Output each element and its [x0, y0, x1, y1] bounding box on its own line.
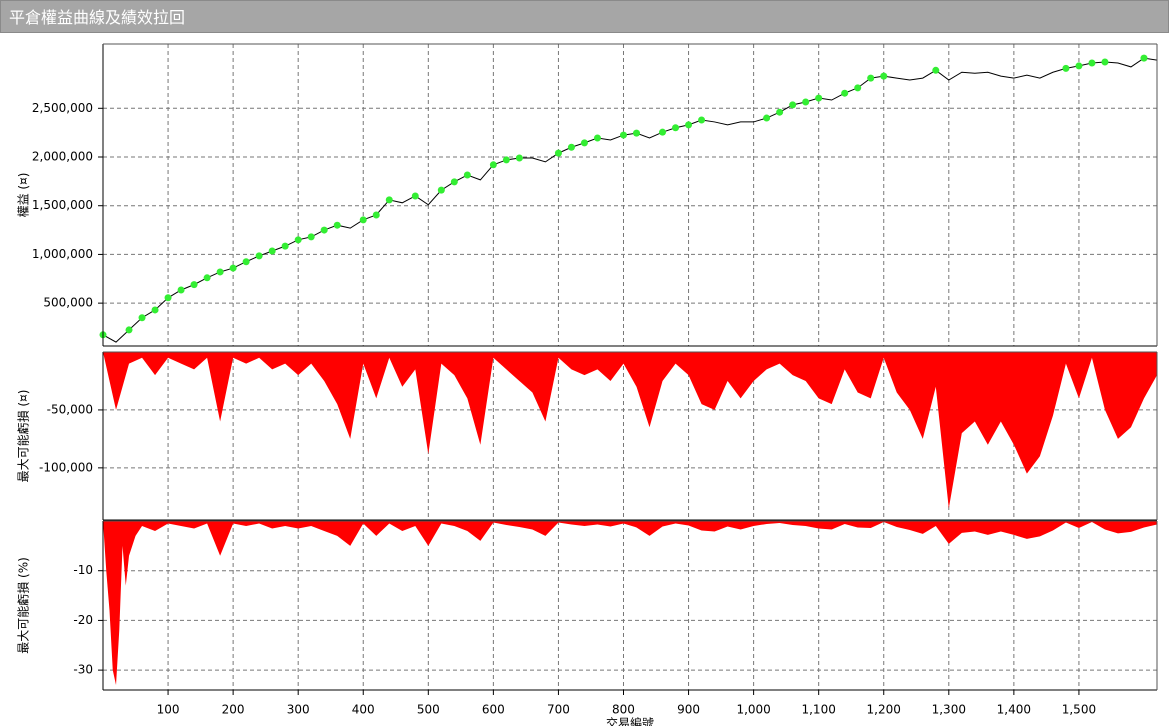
new-high-marker	[385, 196, 393, 204]
y-tick-label: 500,000	[43, 296, 93, 310]
y-tick-label: -10	[73, 563, 93, 577]
new-high-marker	[698, 116, 706, 124]
new-high-marker	[203, 274, 211, 282]
new-high-marker	[463, 171, 471, 179]
new-high-marker	[437, 186, 445, 194]
new-high-marker	[359, 216, 367, 224]
new-high-marker	[320, 226, 328, 234]
x-tick-label: 500	[417, 703, 440, 717]
new-high-marker	[567, 143, 575, 151]
x-tick-label: 1,300	[932, 703, 966, 717]
y-tick-label: -30	[73, 663, 93, 677]
new-high-marker	[268, 247, 276, 255]
drawdown-area	[103, 352, 1157, 509]
x-tick-label: 700	[547, 703, 570, 717]
new-high-marker	[763, 114, 771, 122]
new-high-marker	[815, 94, 823, 102]
x-tick-label: 1,500	[1062, 703, 1096, 717]
new-high-marker	[177, 286, 185, 294]
x-tick-label: 900	[677, 703, 700, 717]
new-high-marker	[242, 258, 250, 266]
new-high-marker	[307, 233, 315, 241]
y-axis-label: 最大可能虧損 (%)	[16, 557, 31, 654]
new-high-marker	[880, 72, 888, 80]
y-axis-label: 權益 (¤)	[17, 173, 31, 218]
y-tick-label: 1,500,000	[32, 198, 93, 212]
y-axis-label: 最大可能虧損 (¤)	[16, 390, 31, 483]
y-tick-label: 2,500,000	[32, 101, 93, 115]
x-tick-label: 600	[482, 703, 505, 717]
drawdown-area	[103, 521, 1157, 686]
new-high-marker	[164, 294, 172, 302]
new-high-marker	[932, 66, 940, 74]
new-high-marker	[281, 242, 289, 250]
y-tick-label: 1,000,000	[32, 247, 93, 261]
x-tick-label: 400	[352, 703, 375, 717]
new-high-marker	[450, 178, 458, 186]
new-high-marker	[255, 252, 263, 260]
new-high-marker	[1101, 58, 1109, 66]
new-high-marker	[659, 128, 667, 136]
y-tick-label: 2,000,000	[32, 150, 93, 164]
new-high-marker	[841, 89, 849, 97]
new-high-marker	[854, 84, 862, 92]
new-high-marker	[633, 129, 641, 137]
title-bar: 平倉權益曲線及績效拉回	[0, 0, 1169, 33]
new-high-marker	[789, 101, 797, 109]
new-high-marker	[151, 306, 159, 314]
equity-line	[102, 57, 1158, 343]
new-high-marker	[1088, 59, 1096, 67]
new-high-marker	[502, 156, 510, 164]
new-high-marker	[619, 131, 627, 139]
new-high-marker	[216, 268, 224, 276]
new-high-marker	[672, 124, 680, 132]
y-tick-label: -50,000	[47, 402, 93, 416]
new-high-marker	[685, 121, 693, 129]
y-tick-label: -100,000	[39, 460, 93, 474]
new-high-marker	[1062, 64, 1070, 72]
new-high-marker	[776, 108, 784, 116]
new-high-marker	[1140, 54, 1148, 62]
new-high-marker	[138, 314, 146, 322]
new-high-marker	[489, 161, 497, 169]
new-high-marker	[372, 211, 380, 219]
x-tick-label: 300	[287, 703, 310, 717]
x-tick-label: 100	[157, 703, 180, 717]
new-high-marker	[411, 192, 419, 200]
new-high-marker	[580, 139, 588, 147]
x-tick-label: 1,400	[997, 703, 1031, 717]
new-high-marker	[125, 326, 133, 334]
new-high-marker	[593, 134, 601, 142]
y-tick-label: -20	[73, 613, 93, 627]
new-high-marker	[515, 154, 523, 162]
x-tick-label: 1,100	[801, 703, 835, 717]
x-axis-label: 交易編號	[606, 716, 654, 726]
x-tick-label: 1,200	[867, 703, 901, 717]
new-high-marker	[1075, 62, 1083, 70]
x-tick-label: 800	[612, 703, 635, 717]
new-high-marker	[802, 98, 810, 106]
x-tick-label: 1,000	[736, 703, 770, 717]
new-high-marker	[333, 221, 341, 229]
x-tick-label: 200	[222, 703, 245, 717]
new-high-marker	[554, 149, 562, 157]
new-high-marker	[867, 74, 875, 82]
new-high-marker	[294, 236, 302, 244]
new-high-marker	[190, 281, 198, 289]
new-high-marker	[229, 264, 237, 272]
